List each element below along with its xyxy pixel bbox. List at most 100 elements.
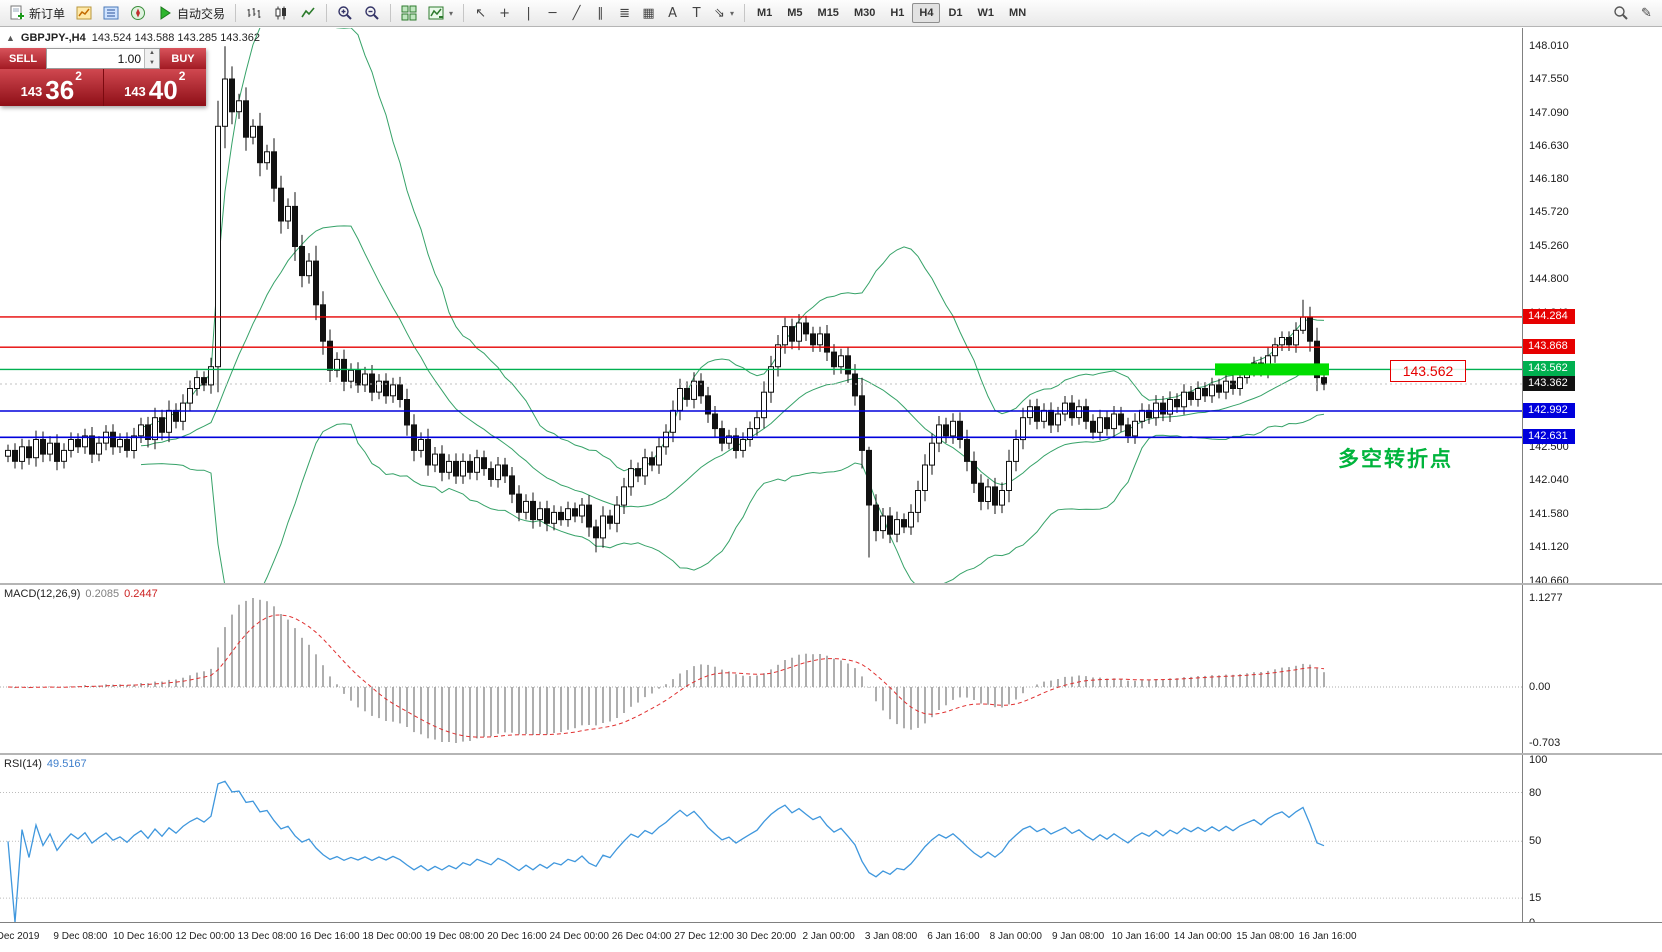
time-label: 8 Jan 00:00 bbox=[989, 931, 1042, 942]
timeframe-d1[interactable]: D1 bbox=[948, 7, 963, 19]
macd-label: MACD(12,26,9) 0.2085 0.2447 bbox=[4, 588, 158, 600]
macd-pane[interactable] bbox=[0, 585, 1522, 753]
rsi-label: RSI(14) 49.5167 bbox=[4, 758, 87, 770]
timeframe-m5[interactable]: M5 bbox=[787, 7, 803, 19]
price-tick: 141.580 bbox=[1529, 507, 1569, 520]
price-marker-142.631: 142.631 bbox=[1523, 429, 1575, 445]
timeframe-m1[interactable]: M1 bbox=[756, 7, 773, 19]
time-label: 27 Dec 12:00 bbox=[674, 931, 734, 942]
line-chart-icon bbox=[301, 7, 315, 18]
time-label: 10 Dec 16:00 bbox=[112, 931, 173, 942]
market-watch-icon bbox=[103, 6, 119, 20]
bar-chart-button[interactable] bbox=[241, 2, 267, 24]
toolbar-separator bbox=[326, 4, 328, 22]
text-tool-button[interactable]: A bbox=[661, 2, 684, 24]
volume-down-icon[interactable]: ▼ bbox=[145, 58, 159, 68]
arrows-tool-button[interactable]: ⇘ ▾ bbox=[709, 2, 739, 24]
time-label: 9 Dec 08:00 bbox=[53, 931, 108, 942]
cursor-tool-button[interactable]: ↖ bbox=[469, 2, 492, 24]
horizontal-line-tool-button[interactable]: ─ bbox=[541, 2, 564, 24]
price-tick: 145.260 bbox=[1529, 239, 1569, 252]
price-marker-144.284: 144.284 bbox=[1523, 308, 1575, 324]
crosshair-icon: + bbox=[499, 5, 510, 21]
toolbar-separator bbox=[743, 4, 745, 22]
collapse-panel-icon[interactable]: ▲ bbox=[6, 33, 15, 43]
fibonacci-tool-button[interactable]: ≣ bbox=[613, 2, 636, 24]
price-tick: 141.120 bbox=[1529, 541, 1569, 554]
new-order-button[interactable]: 新订单 bbox=[4, 2, 70, 24]
macd-axis-label: -0.703 bbox=[1529, 737, 1561, 749]
rsi-pane[interactable] bbox=[0, 755, 1522, 922]
volume-up-icon[interactable]: ▲ bbox=[145, 49, 159, 59]
indicators-button[interactable]: ▾ bbox=[423, 2, 458, 24]
pane-splitter[interactable] bbox=[0, 753, 1662, 755]
search-button[interactable] bbox=[1608, 2, 1634, 24]
turning-point-highlight[interactable] bbox=[1215, 363, 1329, 376]
time-label: 13 Dec 08:00 bbox=[237, 931, 298, 942]
candlestick-chart-button[interactable] bbox=[268, 2, 294, 24]
buy-button[interactable]: BUY bbox=[160, 48, 206, 69]
timeframe-m30[interactable]: M30 bbox=[853, 7, 876, 19]
candles bbox=[5, 46, 1327, 558]
autotrading-button[interactable]: 自动交易 bbox=[152, 2, 230, 24]
time-label: 18 Dec 00:00 bbox=[362, 931, 422, 942]
macd-axis-label: 1.1277 bbox=[1529, 592, 1563, 604]
sell-button[interactable]: SELL bbox=[0, 48, 46, 69]
buy-price-pips: 40 bbox=[148, 75, 178, 105]
time-label: Dec 2019 bbox=[0, 931, 40, 942]
text-label-tool-button[interactable]: T bbox=[685, 2, 708, 24]
time-label: 26 Dec 04:00 bbox=[611, 931, 672, 942]
zoom-in-icon bbox=[338, 6, 352, 20]
timeframe-m15[interactable]: M15 bbox=[817, 7, 839, 19]
rsi-line bbox=[7, 780, 1325, 922]
symbol-info: ▲ GBPJPY-,H4 143.524 143.588 143.285 143… bbox=[6, 32, 260, 44]
dropdown-caret-icon: ▾ bbox=[729, 8, 734, 18]
time-label: 3 Jan 08:00 bbox=[864, 931, 918, 942]
volume-stepper: ▲ ▼ bbox=[144, 49, 159, 68]
price-tick: 147.090 bbox=[1529, 106, 1569, 119]
zoom-out-button[interactable] bbox=[359, 2, 385, 24]
shapes-icon: ▦ bbox=[642, 5, 655, 21]
turning-point-text-object[interactable]: 多空转折点 bbox=[1338, 448, 1453, 471]
line-chart-button[interactable] bbox=[295, 2, 321, 24]
price-label-object[interactable]: 143.562 bbox=[1390, 360, 1466, 382]
time-label: 24 Dec 00:00 bbox=[549, 931, 609, 942]
fibonacci-icon: ≣ bbox=[619, 5, 630, 21]
shapes-tool-button[interactable]: ▦ bbox=[637, 2, 660, 24]
buy-price-base: 143 bbox=[124, 84, 146, 99]
vertical-line-tool-button[interactable]: | bbox=[517, 2, 540, 24]
chart-window-button[interactable] bbox=[71, 2, 97, 24]
timeframe-mn[interactable]: MN bbox=[1009, 7, 1027, 19]
channel-tool-button[interactable]: ∥ bbox=[589, 2, 612, 24]
price-marker-143.562: 143.562 bbox=[1523, 361, 1575, 377]
zoom-in-button[interactable] bbox=[332, 2, 358, 24]
timeframe-h4[interactable]: H4 bbox=[912, 3, 941, 23]
buy-price-button[interactable]: 143 40 2 bbox=[103, 69, 206, 106]
bar-chart-icon bbox=[247, 8, 261, 18]
trendline-icon: ╱ bbox=[572, 5, 581, 21]
market-watch-button[interactable] bbox=[98, 2, 124, 24]
crosshair-tool-button[interactable]: + bbox=[493, 2, 516, 24]
macd-value-signal: 0.2447 bbox=[124, 588, 158, 600]
buy-price-point: 2 bbox=[178, 69, 186, 83]
sell-price-button[interactable]: 143 36 2 bbox=[0, 69, 103, 106]
volume-input[interactable] bbox=[47, 49, 144, 68]
tile-windows-button[interactable] bbox=[396, 2, 422, 24]
sell-price-pips: 36 bbox=[45, 75, 75, 105]
new-order-label: 新订单 bbox=[29, 6, 66, 21]
symbol-ohlc: 143.524 143.588 143.285 143.362 bbox=[91, 32, 260, 44]
toolbar-separator bbox=[235, 4, 237, 22]
rsi-axis-label: 80 bbox=[1529, 786, 1542, 799]
rsi-axis-label: 15 bbox=[1529, 892, 1542, 905]
macd-name: MACD(12,26,9) bbox=[4, 588, 81, 600]
trendline-tool-button[interactable]: ╱ bbox=[565, 2, 588, 24]
timeframe-h1[interactable]: H1 bbox=[890, 7, 905, 19]
price-axis: 148.010 147.550 147.090 146.630 146.180 145.7… bbox=[1522, 28, 1662, 929]
pane-splitter[interactable] bbox=[0, 583, 1662, 585]
navigator-button[interactable] bbox=[125, 2, 151, 24]
time-label: 30 Dec 20:00 bbox=[736, 931, 797, 942]
timeframe-w1[interactable]: W1 bbox=[977, 7, 995, 19]
channel-icon: ∥ bbox=[597, 5, 604, 21]
price-pane[interactable] bbox=[0, 28, 1522, 583]
compose-button[interactable]: ✎ bbox=[1635, 2, 1658, 24]
